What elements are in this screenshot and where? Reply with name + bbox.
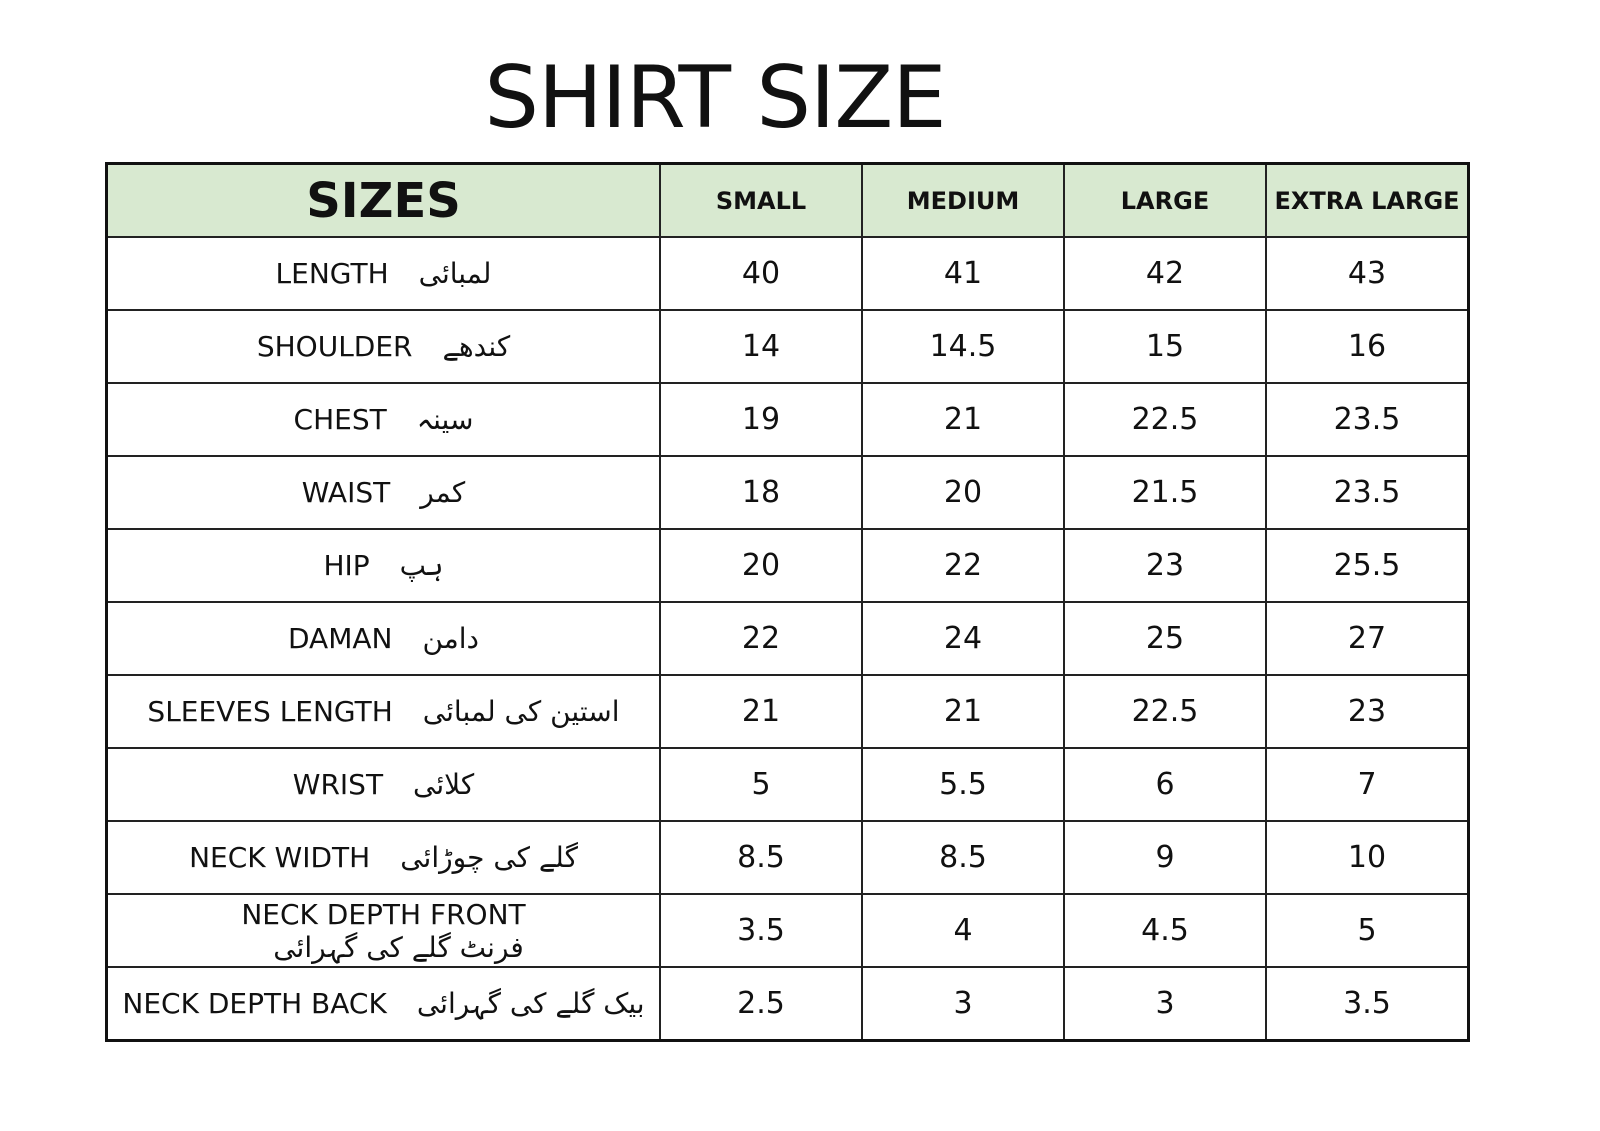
size-value-cell: 5	[1265, 893, 1470, 968]
size-value-cell: 25	[1063, 601, 1267, 676]
size-chart-table: SIZES SMALL MEDIUM LARGE EXTRA LARGE LEN…	[105, 162, 1470, 1042]
row-label-cell: NECK WIDTH گلے کی چوڑائی	[105, 820, 661, 895]
table-row: SHOULDER کندھے 14 14.5 15 16	[105, 309, 1470, 384]
size-value-cell: 23.5	[1265, 455, 1470, 530]
row-label-cell: NECK DEPTH BACK بیک گلے کی گہرائی	[105, 966, 661, 1042]
header-sizes: SIZES	[105, 162, 661, 238]
measurement-label: HIP	[323, 549, 370, 582]
size-value-cell: 10	[1265, 820, 1470, 895]
size-value-cell: 23	[1063, 528, 1267, 603]
size-value-cell: 5.5	[861, 747, 1065, 822]
measurement-label: WAIST	[301, 476, 391, 509]
size-value-cell: 25.5	[1265, 528, 1470, 603]
row-label-cell: NECK DEPTH FRONTفرنٹ گلے کی گہرائی	[105, 893, 661, 968]
size-value-cell: 3	[861, 966, 1065, 1042]
row-label-cell: LENGTH لمبائی	[105, 236, 661, 311]
table-row: DAMAN دامن 22 24 25 27	[105, 601, 1470, 676]
table-row: SLEEVES LENGTH استین کی لمبائی 21 21 22.5 23	[105, 674, 1470, 749]
size-value-cell: 22	[861, 528, 1065, 603]
size-value-cell: 4.5	[1063, 893, 1267, 968]
measurement-label-urdu: لمبائی	[418, 257, 492, 290]
header-large: LARGE	[1063, 162, 1267, 238]
size-value-cell: 22.5	[1063, 674, 1267, 749]
table-row: NECK DEPTH FRONTفرنٹ گلے کی گہرائی 3.5 4 4.…	[105, 893, 1470, 968]
row-label-cell: WAIST کمر	[105, 455, 661, 530]
measurement-label: LENGTH	[275, 257, 389, 290]
size-value-cell: 6	[1063, 747, 1267, 822]
table-row: CHEST سینہ 19 21 22.5 23.5	[105, 382, 1470, 457]
size-value-cell: 8.5	[861, 820, 1065, 895]
measurement-label: NECK DEPTH FRONT	[241, 897, 526, 931]
measurement-label-urdu: سینہ	[416, 403, 474, 436]
row-label-cell: WRIST کلائی	[105, 747, 661, 822]
measurement-label: SLEEVES LENGTH	[147, 695, 393, 728]
measurement-label: WRIST	[292, 768, 384, 801]
size-value-cell: 27	[1265, 601, 1470, 676]
size-value-cell: 7	[1265, 747, 1470, 822]
table-row: LENGTH لمبائی 40 41 42 43	[105, 236, 1470, 311]
measurement-label-urdu: کلائی	[413, 768, 475, 801]
size-value-cell: 42	[1063, 236, 1267, 311]
size-value-cell: 4	[861, 893, 1065, 968]
size-value-cell: 23.5	[1265, 382, 1470, 457]
size-value-cell: 3.5	[1265, 966, 1470, 1042]
measurement-label-urdu: گلے کی چوڑائی	[400, 841, 578, 874]
size-value-cell: 15	[1063, 309, 1267, 384]
header-medium: MEDIUM	[861, 162, 1065, 238]
measurement-label-urdu: کندھے	[442, 330, 511, 363]
size-value-cell: 14.5	[861, 309, 1065, 384]
measurement-label: DAMAN	[287, 622, 393, 655]
table-row: WRIST کلائی 5 5.5 6 7	[105, 747, 1470, 822]
page-title: SHIRT SIZE	[484, 48, 946, 148]
size-value-cell: 8.5	[659, 820, 863, 895]
row-label-cell: DAMAN دامن	[105, 601, 661, 676]
size-value-cell: 41	[861, 236, 1065, 311]
size-value-cell: 3.5	[659, 893, 863, 968]
size-value-cell: 9	[1063, 820, 1267, 895]
measurement-label-urdu: دامن	[422, 622, 480, 655]
size-value-cell: 19	[659, 382, 863, 457]
table-row: NECK DEPTH BACK بیک گلے کی گہرائی 2.5 3 3 3.5	[105, 966, 1470, 1042]
size-value-cell: 22.5	[1063, 382, 1267, 457]
measurement-label-urdu: کمر	[420, 476, 466, 509]
measurement-label: NECK DEPTH BACK	[122, 987, 387, 1020]
size-value-cell: 43	[1265, 236, 1470, 311]
size-value-cell: 22	[659, 601, 863, 676]
measurement-label: NECK WIDTH	[189, 841, 371, 874]
row-label-cell: HIP ہپ	[105, 528, 661, 603]
size-value-cell: 14	[659, 309, 863, 384]
header-small: SMALL	[659, 162, 863, 238]
size-value-cell: 2.5	[659, 966, 863, 1042]
header-extra-large: EXTRA LARGE	[1265, 162, 1470, 238]
size-value-cell: 5	[659, 747, 863, 822]
table-row: WAIST کمر 18 20 21.5 23.5	[105, 455, 1470, 530]
measurement-label: SHOULDER	[256, 330, 413, 363]
size-value-cell: 24	[861, 601, 1065, 676]
measurement-label-urdu: فرنٹ گلے کی گہرائی	[273, 930, 524, 964]
row-label-cell: SHOULDER کندھے	[105, 309, 661, 384]
size-value-cell: 16	[1265, 309, 1470, 384]
size-value-cell: 20	[861, 455, 1065, 530]
size-value-cell: 21	[861, 674, 1065, 749]
header-row: SIZES SMALL MEDIUM LARGE EXTRA LARGE	[105, 162, 1470, 238]
size-value-cell: 18	[659, 455, 863, 530]
measurement-label-urdu: ہپ	[399, 549, 444, 582]
size-value-cell: 20	[659, 528, 863, 603]
size-value-cell: 21.5	[1063, 455, 1267, 530]
size-value-cell: 3	[1063, 966, 1267, 1042]
size-value-cell: 23	[1265, 674, 1470, 749]
size-value-cell: 21	[659, 674, 863, 749]
table-row: NECK WIDTH گلے کی چوڑائی 8.5 8.5 9 10	[105, 820, 1470, 895]
measurement-label-urdu: بیک گلے کی گہرائی	[416, 987, 645, 1020]
table-row: HIP ہپ 20 22 23 25.5	[105, 528, 1470, 603]
row-label-cell: CHEST سینہ	[105, 382, 661, 457]
size-value-cell: 40	[659, 236, 863, 311]
size-value-cell: 21	[861, 382, 1065, 457]
measurement-label-urdu: استین کی لمبائی	[422, 695, 620, 728]
row-label-cell: SLEEVES LENGTH استین کی لمبائی	[105, 674, 661, 749]
measurement-label: CHEST	[293, 403, 387, 436]
